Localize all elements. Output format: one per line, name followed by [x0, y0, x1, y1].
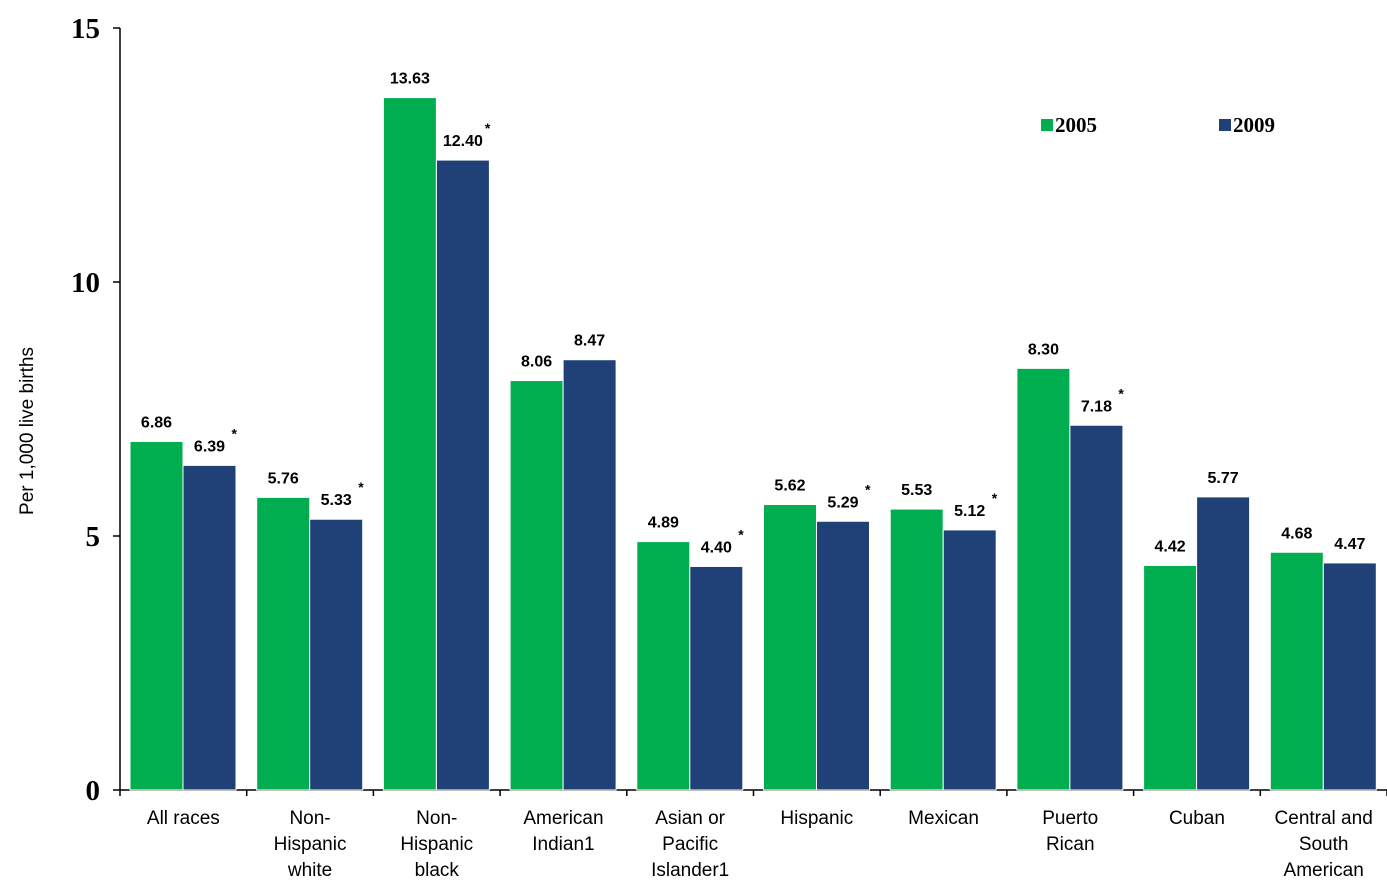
- bar-2005-non-hispanic-white: [256, 496, 311, 791]
- legend-label-2009: 2009: [1233, 113, 1275, 137]
- bar-2009-central-and-south-american: [1322, 562, 1377, 791]
- bar-2005-puerto-rican: [1016, 367, 1071, 791]
- data-label-2005-central-and-south-american: 4.68: [1281, 525, 1312, 542]
- bar-2009-asian-or-pacific-islander1: [689, 565, 744, 791]
- x-tick-label-non-hispanic-black: Non-Hispanic black: [400, 808, 473, 880]
- data-label-2009-asian-or-pacific-islander1: 4.40: [701, 539, 732, 556]
- data-label-2009-all-races: 6.39: [194, 438, 225, 455]
- data-label-2009-non-hispanic-black: 12.40: [443, 133, 483, 150]
- data-label-2005-puerto-rican: 8.30: [1028, 341, 1059, 358]
- significance-marker-puerto-rican: *: [1118, 385, 1124, 401]
- legend-swatch-2009: [1219, 119, 1231, 131]
- bar-2009-mexican: [942, 529, 997, 791]
- x-tick-label-puerto-rican: Puerto Rican: [1042, 808, 1098, 855]
- data-label-2009-american-indian1: 8.47: [574, 333, 605, 350]
- x-tick-label-american-indian1: American Indian1: [523, 808, 603, 855]
- y-axis-title: Per 1,000 live births: [17, 347, 38, 515]
- bar-2005-mexican: [889, 508, 944, 791]
- bar-2009-american-indian1: [562, 359, 617, 791]
- data-label-2005-american-indian1: 8.06: [521, 354, 552, 371]
- y-ticks: 0 5 10 15: [71, 13, 120, 807]
- data-label-2009-puerto-rican: 7.18: [1081, 398, 1112, 415]
- data-label-2005-mexican: 5.53: [901, 482, 932, 499]
- data-label-2009-central-and-south-american: 4.47: [1334, 536, 1365, 553]
- data-label-2009-hispanic: 5.29: [827, 494, 858, 511]
- x-tick-label-hispanic: Hispanic: [780, 808, 853, 829]
- data-label-2005-all-races: 6.86: [141, 415, 172, 432]
- significance-marker-all-races: *: [232, 425, 238, 441]
- data-label-2009-mexican: 5.12: [954, 503, 985, 520]
- y-tick-label-5: 5: [86, 521, 101, 553]
- data-label-2005-non-hispanic-white: 5.76: [268, 470, 299, 487]
- bar-2009-non-hispanic-white: [309, 518, 364, 791]
- bar-2005-hispanic: [763, 504, 817, 791]
- y-tick-label-0: 0: [86, 775, 101, 807]
- significance-marker-asian-or-pacific-islander1: *: [738, 526, 744, 542]
- bar-2009-non-hispanic-black: [435, 159, 490, 791]
- legend: 2005 2009: [1041, 113, 1275, 137]
- significance-marker-hispanic: *: [865, 481, 871, 497]
- bar-2009-all-races: [182, 464, 237, 791]
- data-label-2005-non-hispanic-black: 13.63: [390, 71, 430, 88]
- data-label-2005-cuban: 4.42: [1155, 538, 1186, 555]
- legend-swatch-2005: [1041, 119, 1053, 131]
- data-label-2005-hispanic: 5.62: [774, 478, 805, 495]
- bar-2009-hispanic: [816, 520, 870, 791]
- x-tick-label-non-hispanic-white: Non-Hispanic white: [274, 808, 347, 880]
- bar-2005-american-indian1: [509, 380, 564, 791]
- x-tick-label-central-and-south-american: Central and South American: [1275, 808, 1373, 880]
- y-tick-label-10: 10: [71, 267, 100, 299]
- significance-marker-non-hispanic-white: *: [358, 479, 364, 495]
- x-tick-label-all-races: All races: [147, 808, 220, 829]
- x-tick-label-asian-or-pacific-islander1: Asian or Pacific Islander1: [651, 808, 729, 880]
- bar-2005-non-hispanic-black: [382, 97, 437, 791]
- bar-2005-central-and-south-american: [1269, 551, 1324, 791]
- significance-marker-mexican: *: [992, 490, 998, 506]
- x-ticks: All races Non-Hispanic white Non-Hispanic bl…: [119, 790, 1387, 881]
- y-tick-label-15: 15: [71, 13, 100, 45]
- data-label-2009-cuban: 5.77: [1208, 470, 1239, 487]
- legend-label-2005: 2005: [1055, 113, 1097, 137]
- bar-2009-cuban: [1196, 496, 1251, 791]
- bars: [129, 97, 1377, 791]
- bar-2009-puerto-rican: [1069, 424, 1124, 791]
- data-labels: 6.86 5.76 13.63 8.06 4.89 5.62 5.53 8.30 4.42 4.6…: [141, 71, 1366, 557]
- bar-2005-asian-or-pacific-islander1: [636, 541, 691, 791]
- significance-marker-non-hispanic-black: *: [485, 120, 491, 136]
- x-tick-label-mexican: Mexican: [908, 808, 979, 829]
- x-tick-label-cuban: Cuban: [1169, 808, 1225, 829]
- bar-2005-cuban: [1143, 564, 1198, 791]
- bar-2005-all-races: [129, 441, 184, 791]
- data-label-2009-non-hispanic-white: 5.33: [321, 492, 352, 509]
- data-label-2005-asian-or-pacific-islander1: 4.89: [648, 515, 679, 532]
